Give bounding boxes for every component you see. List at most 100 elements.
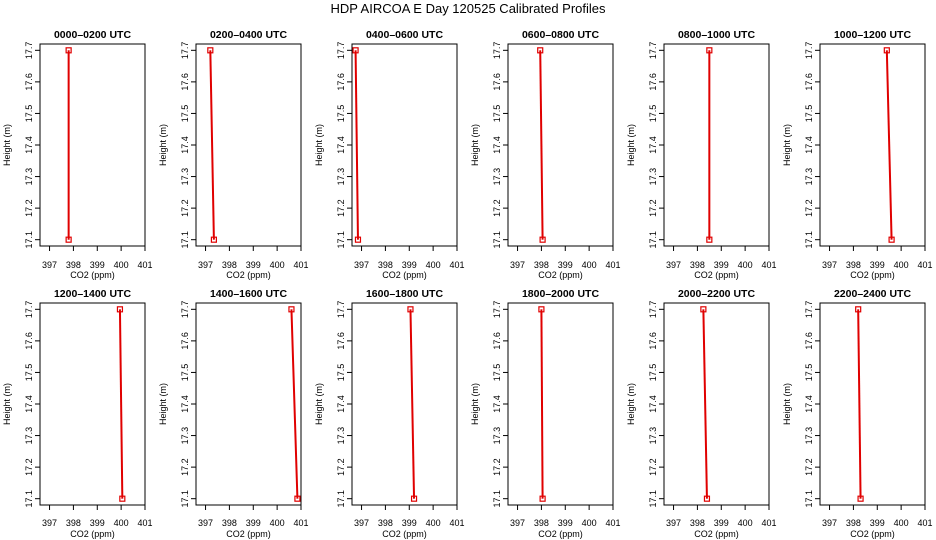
x-tick-label: 399 <box>402 518 417 528</box>
y-tick-label: 17.5 <box>492 105 502 123</box>
plot-frame <box>351 43 458 247</box>
y-tick-label: 17.1 <box>492 231 502 249</box>
panel-title: 2200–2400 UTC <box>834 288 911 300</box>
y-tick-label: 17.2 <box>180 458 190 476</box>
x-axis-label: CO2 (ppm) <box>382 529 427 539</box>
y-tick-label: 17.2 <box>180 199 190 217</box>
series-line <box>209 50 215 240</box>
y-tick-label: 17.6 <box>804 332 814 350</box>
x-tick-label: 398 <box>222 518 237 528</box>
x-axis-label: CO2 (ppm) <box>694 529 739 539</box>
x-tick-label: 399 <box>558 518 573 528</box>
x-tick-label: 401 <box>293 260 308 270</box>
y-tick-label: 17.2 <box>24 199 34 217</box>
x-tick-label: 397 <box>198 518 213 528</box>
x-axis-label: CO2 (ppm) <box>850 529 895 539</box>
data-point <box>65 47 72 54</box>
x-tick-label: 399 <box>402 260 417 270</box>
y-tick-label: 17.2 <box>336 458 346 476</box>
y-tick-label: 17.4 <box>804 395 814 413</box>
y-tick-label: 17.1 <box>24 231 34 249</box>
x-tick-label: 399 <box>870 260 885 270</box>
y-tick-label: 17.1 <box>336 490 346 508</box>
x-axis-label: CO2 (ppm) <box>694 270 739 280</box>
y-tick-label: 17.2 <box>492 458 502 476</box>
y-tick-label: 17.4 <box>180 136 190 154</box>
y-tick-label: 17.3 <box>180 427 190 445</box>
y-tick-label: 17.5 <box>336 364 346 382</box>
panel-title: 0600–0800 UTC <box>522 29 599 41</box>
y-tick-label: 17.2 <box>648 458 658 476</box>
y-tick-label: 17.5 <box>24 105 34 123</box>
y-tick-label: 17.6 <box>180 73 190 91</box>
y-tick-label: 17.4 <box>336 136 346 154</box>
y-tick-label: 17.2 <box>336 199 346 217</box>
y-tick-label: 17.6 <box>336 73 346 91</box>
x-tick-label: 397 <box>198 260 213 270</box>
y-tick-label: 17.1 <box>804 231 814 249</box>
x-axis-label: CO2 (ppm) <box>226 270 271 280</box>
x-tick-label: 399 <box>558 260 573 270</box>
plot-frame <box>663 302 770 506</box>
y-tick-label: 17.2 <box>24 458 34 476</box>
y-tick-label: 17.4 <box>804 136 814 154</box>
x-tick-label: 397 <box>42 260 57 270</box>
x-tick-label: 397 <box>822 518 837 528</box>
y-tick-label: 17.4 <box>24 136 34 154</box>
panel-4: 0800–1000 UTC 397 398 399 400 401 17.1 17.2 17.3… <box>626 29 777 280</box>
plot-frame <box>39 43 146 247</box>
y-tick-label: 17.6 <box>336 332 346 350</box>
y-tick-label: 17.4 <box>492 395 502 413</box>
x-tick-label: 401 <box>761 518 776 528</box>
series-line <box>539 50 544 240</box>
x-tick-label: 401 <box>761 260 776 270</box>
y-axis-label: Height (m) <box>470 124 480 166</box>
x-tick-label: 399 <box>90 518 105 528</box>
data-point <box>703 495 711 502</box>
data-point <box>700 306 707 313</box>
plot-frame <box>195 302 302 506</box>
x-tick-label: 397 <box>510 518 525 528</box>
x-tick-label: 398 <box>222 260 237 270</box>
x-tick-label: 400 <box>894 260 909 270</box>
x-tick-label: 400 <box>114 260 129 270</box>
x-axis-label: CO2 (ppm) <box>70 270 115 280</box>
y-tick-label: 17.3 <box>648 168 658 186</box>
y-tick-label: 17.2 <box>492 199 502 217</box>
y-axis-label: Height (m) <box>2 383 12 425</box>
data-point <box>888 236 895 243</box>
y-tick-label: 17.5 <box>180 364 190 382</box>
x-tick-label: 397 <box>354 518 369 528</box>
y-tick-label: 17.3 <box>804 168 814 186</box>
y-axis-label: Height (m) <box>470 383 480 425</box>
x-tick-label: 398 <box>690 260 705 270</box>
data-point <box>210 236 217 243</box>
x-tick-label: 398 <box>378 518 393 528</box>
y-tick-label: 17.6 <box>648 332 658 350</box>
x-tick-label: 398 <box>690 518 705 528</box>
x-tick-label: 400 <box>582 518 597 528</box>
panel-10: 2000–2200 UTC 397 398 399 400 401 17.1 17.2 17.3… <box>626 288 777 539</box>
y-tick-label: 17.5 <box>648 105 658 123</box>
x-tick-label: 397 <box>822 260 837 270</box>
plot-frame <box>507 43 614 247</box>
y-tick-label: 17.3 <box>804 427 814 445</box>
y-tick-label: 17.1 <box>24 490 34 508</box>
y-tick-label: 17.1 <box>648 490 658 508</box>
y-axis-label: Height (m) <box>158 124 168 166</box>
x-axis-label: CO2 (ppm) <box>70 529 115 539</box>
x-tick-label: 401 <box>917 260 932 270</box>
y-tick-label: 17.7 <box>24 42 34 60</box>
x-tick-label: 401 <box>917 518 932 528</box>
panel-1: 0200–0400 UTC 397 398 399 400 401 17.1 17.2 17.3… <box>158 29 309 280</box>
y-tick-label: 17.6 <box>24 332 34 350</box>
x-axis-label: CO2 (ppm) <box>226 529 271 539</box>
panel-title: 1400–1600 UTC <box>210 288 287 300</box>
panel-title: 1000–1200 UTC <box>834 29 911 41</box>
data-point <box>539 236 546 243</box>
y-tick-label: 17.2 <box>804 458 814 476</box>
page-title: HDP AIRCOA E Day 120525 Calibrated Profi… <box>330 1 606 16</box>
y-tick-label: 17.5 <box>180 105 190 123</box>
data-point <box>65 236 72 243</box>
y-tick-label: 17.3 <box>336 168 346 186</box>
